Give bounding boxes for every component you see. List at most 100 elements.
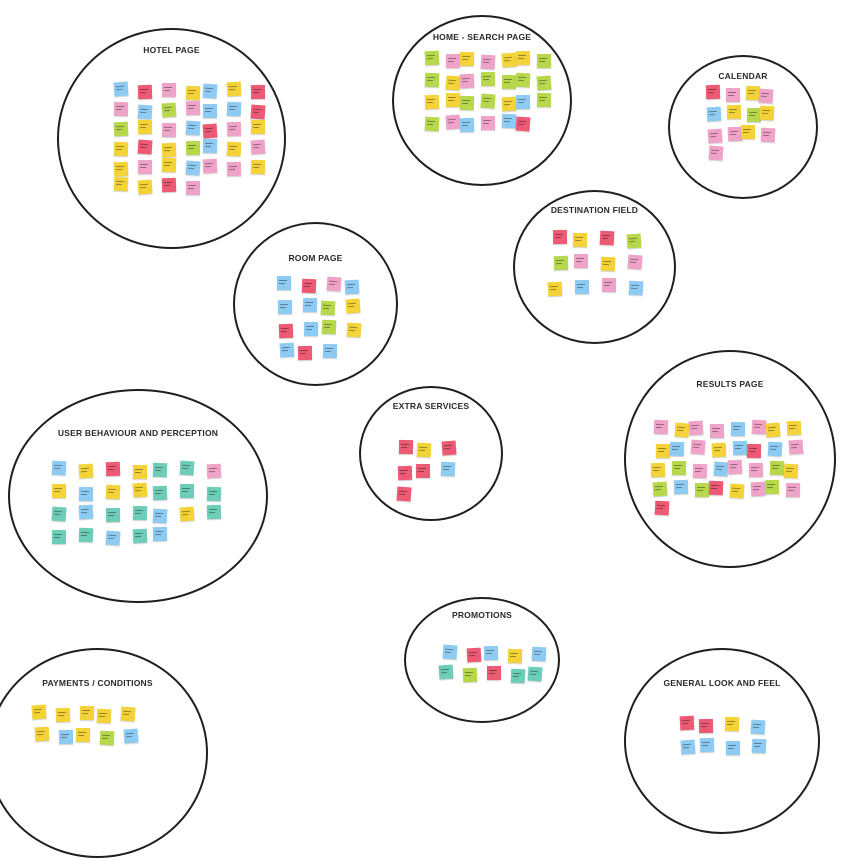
sticky-note[interactable] — [531, 646, 547, 662]
sticky-note[interactable] — [653, 419, 669, 435]
sticky-note[interactable] — [78, 527, 94, 543]
sticky-note[interactable] — [627, 254, 643, 270]
cluster-home-search-page[interactable]: HOME - SEARCH PAGE — [392, 15, 572, 186]
sticky-note[interactable] — [501, 96, 517, 112]
sticky-note[interactable] — [123, 728, 139, 744]
sticky-note[interactable] — [424, 94, 440, 110]
sticky-note[interactable] — [445, 114, 461, 130]
cluster-hotel-page[interactable]: HOTEL PAGE — [57, 28, 286, 249]
sticky-note[interactable] — [277, 276, 291, 290]
sticky-note[interactable] — [161, 157, 177, 173]
sticky-note[interactable] — [746, 443, 762, 459]
sticky-note[interactable] — [501, 74, 517, 90]
sticky-note[interactable] — [206, 486, 222, 502]
sticky-note[interactable] — [674, 422, 690, 438]
sticky-note[interactable] — [688, 420, 704, 436]
sticky-note[interactable] — [137, 179, 153, 195]
sticky-note[interactable] — [152, 462, 168, 478]
sticky-note[interactable] — [751, 419, 767, 435]
sticky-note[interactable] — [459, 73, 475, 89]
sticky-note[interactable] — [250, 104, 266, 120]
sticky-note[interactable] — [628, 280, 644, 296]
sticky-note[interactable] — [759, 105, 775, 121]
sticky-note[interactable] — [501, 52, 517, 68]
sticky-note[interactable] — [501, 113, 517, 129]
sticky-note[interactable] — [785, 482, 801, 498]
sticky-note[interactable] — [726, 88, 740, 102]
sticky-note[interactable] — [137, 139, 153, 155]
sticky-note[interactable] — [133, 465, 147, 479]
sticky-note[interactable] — [727, 459, 743, 475]
sticky-note[interactable] — [202, 123, 218, 139]
sticky-note[interactable] — [707, 128, 723, 144]
sticky-note[interactable] — [203, 104, 217, 118]
sticky-note[interactable] — [113, 141, 129, 157]
sticky-note[interactable] — [138, 160, 152, 174]
sticky-note[interactable] — [788, 439, 804, 455]
sticky-note[interactable] — [672, 461, 686, 475]
sticky-note[interactable] — [302, 297, 318, 313]
sticky-note[interactable] — [527, 666, 543, 682]
sticky-note[interactable] — [748, 462, 764, 478]
sticky-note[interactable] — [515, 94, 531, 110]
sticky-note[interactable] — [277, 299, 293, 315]
sticky-note[interactable] — [137, 84, 153, 100]
sticky-note[interactable] — [574, 254, 588, 268]
sticky-note[interactable] — [120, 706, 136, 722]
sticky-note[interactable] — [711, 442, 727, 458]
sticky-note[interactable] — [250, 159, 266, 175]
cluster-room-page[interactable]: ROOM PAGE — [233, 222, 398, 386]
sticky-note[interactable] — [78, 486, 94, 502]
sticky-note[interactable] — [699, 737, 715, 753]
sticky-note[interactable] — [34, 726, 50, 742]
sticky-note[interactable] — [547, 281, 563, 297]
sticky-note[interactable] — [698, 718, 714, 734]
sticky-note[interactable] — [462, 667, 478, 683]
sticky-note[interactable] — [680, 739, 696, 755]
sticky-note[interactable] — [730, 421, 746, 437]
sticky-note[interactable] — [132, 505, 148, 521]
sticky-note[interactable] — [321, 319, 337, 335]
sticky-note[interactable] — [52, 530, 66, 544]
sticky-note[interactable] — [507, 648, 523, 664]
sticky-note[interactable] — [705, 84, 721, 100]
sticky-note[interactable] — [650, 462, 666, 478]
sticky-note[interactable] — [758, 88, 774, 104]
sticky-note[interactable] — [765, 422, 781, 438]
sticky-note[interactable] — [78, 463, 94, 479]
cluster-promotions[interactable]: PROMOTIONS — [404, 597, 560, 723]
sticky-note[interactable] — [783, 463, 799, 479]
sticky-note[interactable] — [226, 161, 242, 177]
sticky-note[interactable] — [713, 461, 729, 477]
sticky-note[interactable] — [536, 92, 552, 108]
sticky-note[interactable] — [185, 140, 201, 156]
sticky-note[interactable] — [105, 461, 121, 477]
sticky-note[interactable] — [78, 504, 94, 520]
sticky-note[interactable] — [750, 719, 766, 735]
sticky-note[interactable] — [729, 483, 745, 499]
sticky-note[interactable] — [301, 278, 317, 294]
sticky-note[interactable] — [51, 483, 67, 499]
sticky-note[interactable] — [31, 704, 47, 720]
sticky-note[interactable] — [152, 526, 168, 542]
sticky-note[interactable] — [202, 138, 218, 154]
sticky-note[interactable] — [80, 706, 94, 720]
sticky-note[interactable] — [600, 256, 616, 272]
sticky-note[interactable] — [278, 323, 294, 339]
sticky-note[interactable] — [480, 54, 496, 70]
cluster-extra-services[interactable]: EXTRA SERVICES — [359, 386, 503, 521]
sticky-note[interactable] — [424, 72, 440, 88]
sticky-note[interactable] — [206, 504, 222, 520]
sticky-note[interactable] — [161, 102, 177, 118]
sticky-note[interactable] — [105, 507, 121, 523]
sticky-note[interactable] — [185, 160, 201, 176]
sticky-note[interactable] — [553, 255, 569, 271]
sticky-note[interactable] — [185, 120, 201, 136]
sticky-note[interactable] — [515, 116, 531, 132]
sticky-note[interactable] — [322, 343, 338, 359]
cluster-results-page[interactable]: RESULTS PAGE — [624, 350, 836, 568]
sticky-note[interactable] — [480, 93, 496, 109]
sticky-note[interactable] — [515, 50, 531, 66]
sticky-note[interactable] — [708, 480, 724, 496]
sticky-note[interactable] — [398, 439, 414, 455]
